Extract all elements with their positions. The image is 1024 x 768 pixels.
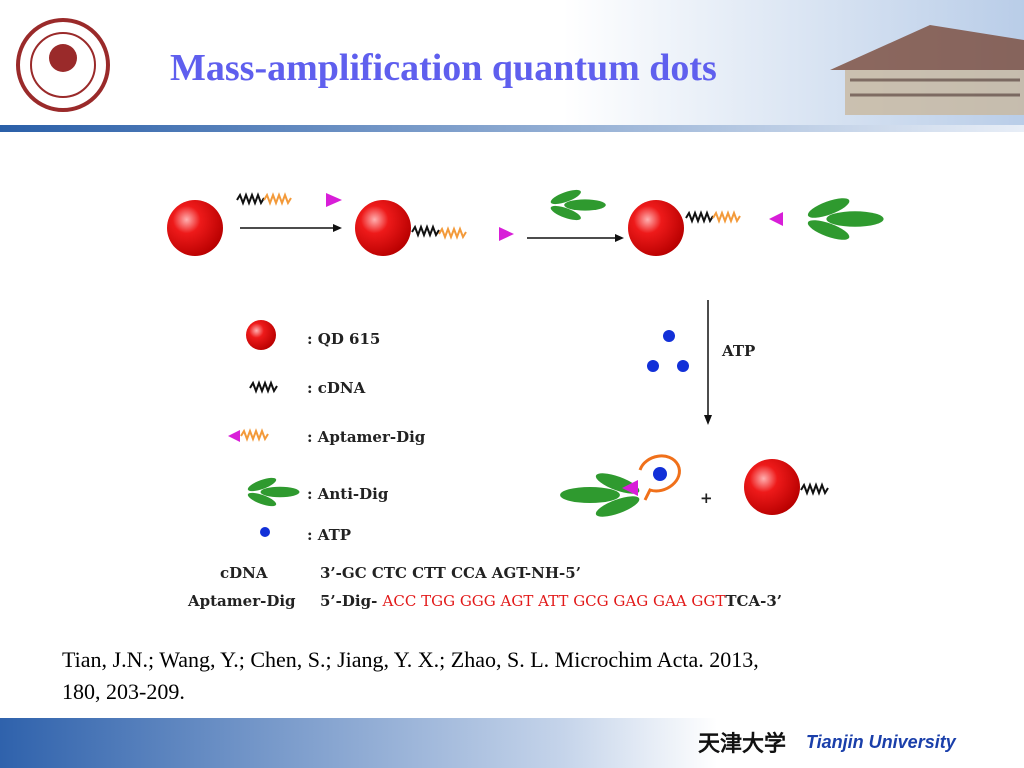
step-label: ATP [721, 342, 755, 360]
legend-icons [228, 320, 300, 537]
footer-university: Tianjin University [806, 732, 957, 752]
plus-sign: + [700, 489, 713, 507]
slide-title: Mass-amplification quantum dots [170, 47, 717, 89]
citation-line: 180, 203-209. [62, 679, 185, 704]
header-bar [0, 125, 1024, 132]
sequence-part: TCA-3’ [725, 592, 782, 610]
university-seal [16, 18, 110, 112]
sequence: 3’-GC CTC CTT CCA AGT-NH-5’ [320, 564, 581, 582]
reaction-scheme [167, 187, 884, 256]
sequence: 5’-Dig- ACC TGG GGG AGT ATT GCG GAG GAA … [320, 592, 782, 610]
atp-step [647, 300, 712, 425]
products [560, 454, 829, 521]
footer-logo-text: 天津大学 [698, 731, 786, 757]
legend-label: : ATP [307, 526, 351, 544]
legend-label: : cDNA [307, 379, 366, 397]
sequence-part: 5’-Dig- [320, 592, 383, 610]
footer-bar [0, 718, 1024, 768]
legend-label: : QD 615 [307, 330, 380, 348]
building [830, 25, 1024, 115]
sequence-name: cDNA [220, 564, 268, 582]
citation-line: Tian, J.N.; Wang, Y.; Chen, S.; Jiang, Y… [62, 647, 759, 672]
sequence-part: ACC TGG GGG AGT ATT GCG GAG GAA GGT [382, 592, 726, 610]
legend-label: : Aptamer-Dig [307, 428, 426, 446]
sequence-name: Aptamer-Dig [187, 592, 296, 610]
legend-label: : Anti-Dig [307, 485, 389, 503]
